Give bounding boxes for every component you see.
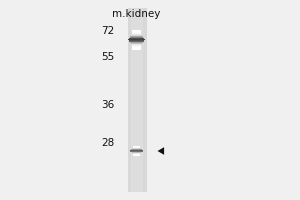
Bar — [132, 152, 141, 153]
Bar — [133, 146, 140, 147]
Bar — [128, 39, 145, 40]
Bar — [128, 8, 147, 192]
Bar — [132, 47, 141, 48]
Bar — [130, 42, 142, 43]
Text: m.kidney: m.kidney — [112, 9, 161, 19]
Bar — [130, 36, 142, 37]
Bar — [129, 40, 144, 41]
Bar — [133, 153, 140, 154]
Bar — [132, 47, 141, 48]
Bar — [132, 33, 141, 34]
Bar — [132, 31, 141, 32]
Bar — [131, 43, 142, 44]
Bar — [132, 152, 141, 153]
Bar — [130, 151, 143, 152]
Text: 28: 28 — [101, 138, 114, 148]
Bar — [133, 153, 140, 154]
Bar — [130, 41, 143, 42]
Bar — [131, 43, 142, 44]
Text: 36: 36 — [101, 100, 114, 110]
Text: 72: 72 — [101, 26, 114, 36]
Bar — [129, 38, 144, 39]
Bar — [132, 30, 141, 31]
Bar — [133, 154, 140, 155]
Bar — [132, 44, 141, 45]
Bar — [132, 34, 141, 35]
Bar — [132, 45, 141, 46]
Polygon shape — [158, 147, 164, 155]
Bar — [130, 150, 143, 151]
Text: 55: 55 — [101, 52, 114, 62]
Bar — [133, 155, 140, 156]
Bar — [133, 154, 140, 155]
Bar — [131, 8, 143, 192]
Bar — [132, 48, 141, 49]
Bar — [131, 149, 142, 150]
Bar — [133, 147, 140, 148]
Bar — [131, 35, 142, 36]
Bar — [132, 46, 141, 47]
Bar — [132, 45, 141, 46]
Bar — [132, 32, 141, 33]
Bar — [129, 41, 144, 42]
Bar — [130, 37, 143, 38]
Bar — [132, 148, 141, 149]
Bar — [128, 39, 145, 40]
